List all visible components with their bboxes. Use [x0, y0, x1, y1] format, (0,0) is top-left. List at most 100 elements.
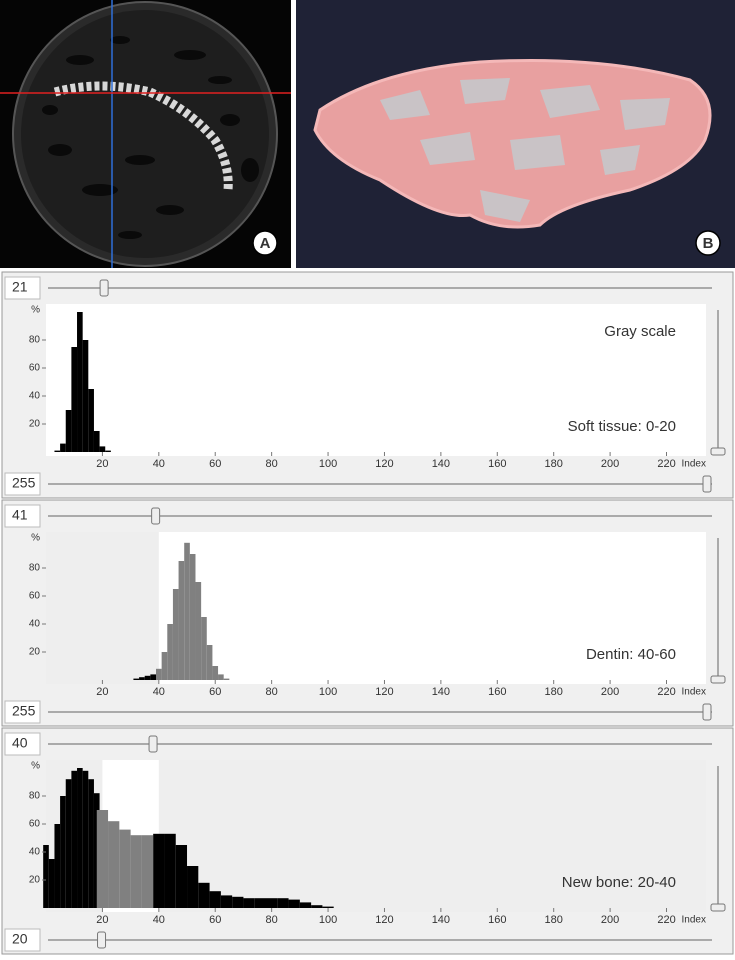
- histogram-bar: [172, 589, 179, 680]
- histogram-bar: [220, 895, 233, 908]
- histogram-bar: [218, 674, 224, 680]
- y-tick-label: 60: [29, 819, 41, 830]
- x-tick-label: 60: [209, 686, 221, 698]
- y-tick-label: 40: [29, 391, 41, 402]
- histogram-bar: [150, 674, 156, 680]
- histogram-bar: [175, 845, 188, 908]
- histogram-bar: [195, 582, 202, 680]
- figure-label: B: [703, 235, 714, 252]
- x-axis-label: Index: [682, 687, 706, 698]
- y-tick-label: 60: [29, 591, 41, 602]
- slider-value: 21: [12, 279, 28, 295]
- y-tick-label: 60: [29, 363, 41, 374]
- y-tick-label: 80: [29, 563, 41, 574]
- y-axis-label: %: [31, 305, 40, 316]
- slider-thumb: [148, 735, 158, 753]
- x-tick-label: 20: [96, 458, 108, 470]
- x-tick-label: 80: [266, 686, 278, 698]
- histogram-panel: 21 255 20 40 60 80% 20 40 60 80 100 120 140 160 180 200…: [1, 271, 734, 499]
- histogram-bar: [77, 312, 83, 452]
- histogram-panel: 41 255 20 40 60 80% 20 40 60 80 100 120 140 160 180 200…: [1, 499, 734, 727]
- x-tick-label: 40: [153, 914, 165, 926]
- vertical-slider-thumb: [710, 675, 726, 684]
- slider-thumb: [99, 279, 109, 297]
- histogram-bar: [133, 678, 140, 680]
- x-tick-label: 200: [601, 914, 619, 926]
- histogram-bar: [161, 652, 168, 680]
- histogram-bar: [254, 898, 266, 908]
- histogram-bar: [178, 561, 185, 680]
- x-tick-label: 60: [209, 914, 221, 926]
- histogram-bar: [93, 793, 100, 908]
- slider-value-box: [4, 504, 41, 528]
- histogram-bar: [60, 443, 66, 452]
- x-tick-label: 160: [488, 458, 506, 470]
- x-tick-label: 20: [96, 914, 108, 926]
- histogram-bar: [299, 902, 312, 908]
- histogram-bar: [60, 796, 66, 908]
- histogram-bar: [311, 905, 323, 908]
- histogram-bar: [65, 779, 72, 908]
- x-tick-label: 180: [545, 914, 563, 926]
- histogram-bar: [144, 675, 151, 680]
- x-tick-label: 180: [545, 686, 563, 698]
- histogram-bar: [71, 347, 78, 452]
- y-tick-label: 80: [29, 791, 41, 802]
- annotation: New bone: 20-40: [562, 874, 676, 891]
- x-tick-label: 40: [153, 458, 165, 470]
- slider-value: 255: [12, 703, 36, 719]
- histogram-bar: [54, 450, 61, 452]
- y-tick-label: 40: [29, 847, 41, 858]
- annotation: Gray scale: [604, 323, 676, 340]
- slider-value-box: [4, 928, 41, 952]
- histogram-bar: [156, 668, 162, 680]
- annotation: Soft tissue: 0-20: [568, 418, 676, 435]
- histogram-bar: [48, 859, 55, 908]
- histogram-bar: [209, 891, 221, 908]
- x-tick-label: 80: [266, 914, 278, 926]
- histogram-bar: [82, 340, 89, 452]
- histogram-bar: [105, 450, 111, 452]
- slider-value-box: [4, 732, 41, 756]
- x-tick-label: 60: [209, 458, 221, 470]
- x-tick-label: 200: [601, 686, 619, 698]
- x-tick-label: 120: [375, 458, 393, 470]
- x-tick-label: 220: [657, 458, 675, 470]
- vertical-slider-thumb: [710, 447, 726, 456]
- histogram-bar: [119, 829, 131, 908]
- x-tick-label: 200: [601, 458, 619, 470]
- slider-value: 20: [12, 931, 28, 947]
- label-badge: [252, 230, 278, 256]
- y-tick-label: 20: [29, 419, 41, 430]
- histogram-bar: [187, 866, 199, 908]
- y-tick-label: 80: [29, 335, 41, 346]
- x-tick-label: 100: [319, 458, 337, 470]
- slider-thumb: [702, 475, 712, 493]
- figure-label: A: [260, 235, 271, 252]
- histogram-bar: [141, 835, 154, 908]
- y-axis-label: %: [31, 533, 40, 544]
- histogram-bar: [88, 389, 94, 452]
- histogram-bar: [88, 779, 94, 908]
- x-tick-label: 160: [488, 686, 506, 698]
- histogram-bar: [201, 617, 207, 680]
- histogram-bar: [77, 768, 83, 908]
- histogram-bar: [243, 898, 255, 908]
- x-tick-label: 220: [657, 686, 675, 698]
- slider-thumb: [702, 703, 712, 721]
- slider-value: 41: [12, 507, 28, 523]
- slider-value-box: [4, 700, 41, 724]
- x-tick-label: 120: [375, 686, 393, 698]
- histogram-bar: [184, 542, 190, 680]
- plot-background: [46, 304, 706, 456]
- ct-slice-image: [0, 0, 291, 268]
- selected-range: [158, 532, 707, 684]
- histogram-bar: [223, 678, 230, 680]
- x-tick-label: 140: [432, 914, 450, 926]
- histogram-bar: [212, 666, 219, 680]
- histogram-bar: [167, 624, 173, 680]
- histogram-bar: [139, 677, 145, 680]
- x-axis-label: Index: [682, 459, 706, 470]
- slider-value: 255: [12, 475, 36, 491]
